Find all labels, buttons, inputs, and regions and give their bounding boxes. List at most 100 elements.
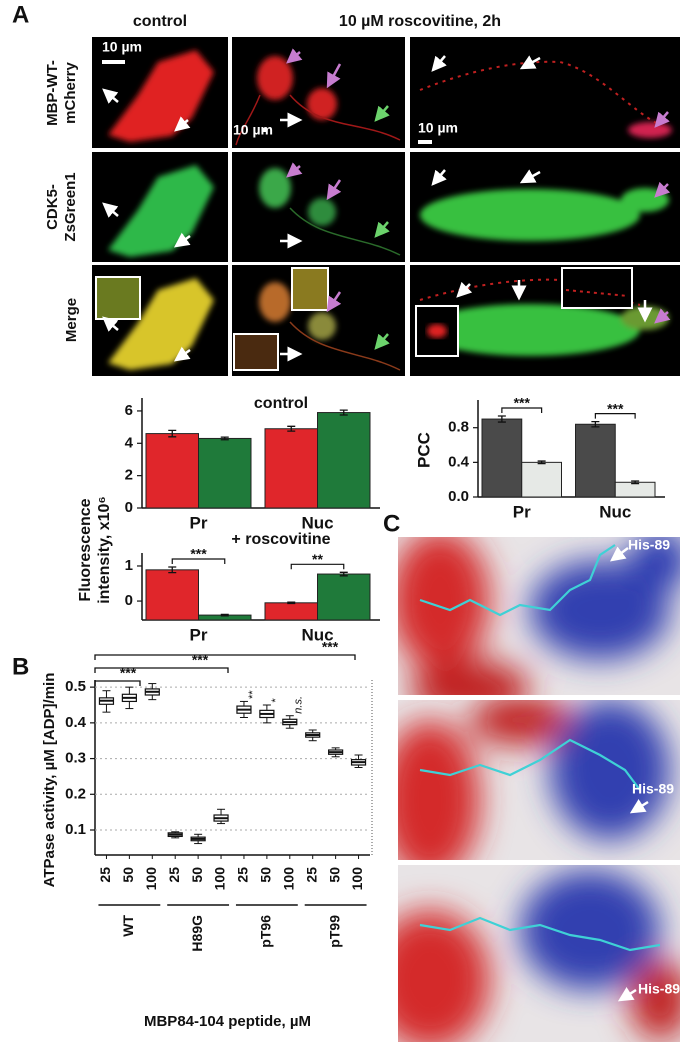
bar	[575, 423, 616, 498]
y-axis-label: Fluorescence intensity, x10⁶	[77, 496, 113, 604]
scale-bar-label: 10 µm	[418, 120, 458, 136]
x-tick-label: 100	[349, 867, 365, 891]
significance-label: n.s.	[293, 696, 305, 714]
x-tick-label: Pr	[190, 513, 208, 532]
bar	[264, 428, 318, 509]
scale-bar-label: 10 µm	[102, 39, 142, 55]
significance-bracket	[594, 413, 636, 419]
error-bar	[631, 480, 640, 485]
residue-label: His-89	[632, 781, 674, 797]
error-bar	[168, 429, 177, 438]
x-tick-label: 25	[235, 867, 251, 883]
x-tick-label: 50	[120, 867, 136, 883]
error-bar	[591, 421, 600, 428]
error-bar	[339, 409, 348, 416]
significance-bracket	[94, 667, 229, 673]
bar	[145, 433, 199, 509]
y-tick-label: 0.5	[65, 678, 86, 695]
row-label-line: mCherry	[62, 62, 79, 124]
row-label: Merge	[63, 298, 80, 342]
bar	[264, 602, 318, 621]
residue-label: His-89	[628, 537, 670, 553]
scale-bar-label: 10 µm	[233, 122, 273, 138]
significance-bracket	[290, 563, 345, 570]
x-tick-label: Nuc	[301, 625, 333, 644]
x-tick-label: 50	[326, 867, 342, 883]
x-tick-label: 100	[212, 867, 228, 891]
y-tick-label: 0.3	[65, 750, 86, 767]
x-tick-label: 25	[97, 867, 113, 883]
error-bar	[220, 613, 229, 617]
significance-label: ***	[190, 546, 207, 562]
y-axis-label: PCC	[414, 432, 433, 468]
bar	[481, 418, 523, 498]
y-tick-label: 0.1	[65, 821, 86, 838]
error-bar	[339, 571, 348, 577]
row-label-line: Merge	[63, 298, 80, 342]
y-tick-label: 0.4	[448, 453, 470, 470]
x-tick-label: Pr	[190, 625, 208, 644]
significance-bracket	[94, 654, 356, 660]
significance-bracket	[171, 558, 226, 565]
significance-label: *	[270, 698, 282, 703]
y-tick-label: 0.4	[65, 714, 87, 731]
y-tick-label: 0	[125, 592, 133, 609]
x-tick-label: Nuc	[301, 513, 333, 532]
bar	[614, 481, 656, 498]
y-tick-label: 2	[125, 467, 133, 484]
x-tick-label: 100	[143, 867, 159, 891]
x-tick-label: Pr	[513, 502, 531, 521]
structures: His-89 His-89 His-89	[398, 537, 680, 1042]
error-bar	[287, 601, 296, 605]
significance-label: ***	[120, 665, 137, 681]
error-bar	[537, 460, 546, 465]
row-labels: MBP-WT-mCherry CDK5-ZsGreen1 Merge	[44, 60, 80, 342]
y-axis-label: ATPase activity, µM [ADP]/min	[41, 673, 58, 888]
group-label: H89G	[189, 915, 205, 952]
x-tick-label: 50	[258, 867, 274, 883]
row-label-line: MBP-WT-	[44, 60, 61, 126]
y-tick-label: 4	[125, 434, 134, 451]
significance-label: **	[312, 551, 323, 567]
row-label-line: ZsGreen1	[62, 172, 79, 241]
error-bar	[168, 566, 177, 574]
row-label-line: CDK5-	[44, 184, 61, 230]
error-bar	[287, 425, 296, 432]
group-label: pT96	[258, 915, 274, 948]
x-tick-label: 100	[280, 867, 296, 891]
y-tick-label: 1	[125, 557, 133, 574]
row-label: CDK5-ZsGreen1	[44, 172, 79, 241]
bar	[145, 569, 199, 621]
group-label: pT99	[326, 915, 342, 948]
significance-label: ***	[192, 652, 209, 668]
y-axis-label-line: Fluorescence	[77, 498, 94, 601]
bar	[317, 573, 371, 621]
significance-bracket	[94, 680, 141, 686]
column-title: 10 µM roscovitine, 2h	[339, 13, 501, 30]
column-title: control	[133, 13, 187, 30]
chart-title: control	[254, 395, 308, 412]
error-bar	[220, 436, 229, 441]
micrographs: 10 µm 10 µm 10 µm	[92, 37, 680, 376]
error-bar	[497, 415, 506, 423]
bar	[317, 412, 371, 509]
x-tick-label: 50	[189, 867, 205, 883]
group-label: WT	[120, 915, 136, 937]
y-tick-label: 0.2	[65, 785, 86, 802]
y-axis-label-line: intensity, x10⁶	[96, 496, 113, 604]
bar	[521, 461, 562, 498]
chart-title: + roscovitine	[231, 531, 330, 548]
significance-bracket	[501, 407, 543, 414]
residue-label: His-89	[638, 981, 680, 997]
y-tick-label: 0.0	[448, 488, 469, 505]
x-axis-label: MBP84-104 peptide, µM	[144, 1013, 311, 1030]
significance-label: ***	[322, 639, 339, 655]
x-tick-label: 25	[303, 867, 319, 883]
significance-label: **	[247, 690, 259, 699]
panel-label: B	[12, 653, 29, 680]
y-tick-label: 6	[125, 402, 133, 419]
x-tick-label: Nuc	[599, 502, 631, 521]
significance-label: ***	[514, 395, 531, 411]
panel-label: C	[383, 510, 400, 537]
y-tick-label: 0.8	[448, 419, 469, 436]
